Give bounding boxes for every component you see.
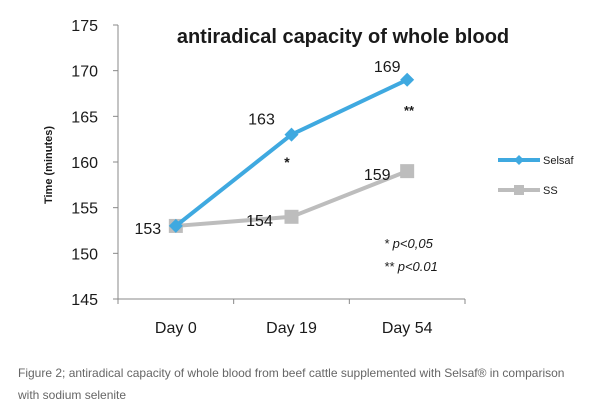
data-point-ss [400,164,415,179]
y-tick-label: 175 [71,18,98,35]
y-axis-label: Time (minutes) [43,126,55,204]
x-tick-label: Day 0 [155,320,197,337]
significance-marker-day54: ** [404,103,415,118]
significance-marker-day19: * [284,154,290,170]
chart-container: antiradical capacity of whole blood Time… [43,18,575,337]
significance-note-p005: * p<0,05 [384,236,434,251]
legend-marker [514,185,524,195]
x-tick-label: Day 54 [382,320,433,337]
y-tick-label: 170 [71,64,98,81]
data-label-ss: 154 [246,213,273,230]
data-label-selsaf: 163 [248,112,275,129]
data-label-selsaf: 169 [374,59,401,76]
line-chart: antiradical capacity of whole blood Time… [43,18,575,337]
x-tick-label: Day 19 [266,320,317,337]
data-point-selsaf [168,218,183,233]
legend: Selsaf SS [498,155,575,197]
series-line-selsaf [174,77,409,228]
y-tick-label: 160 [71,155,98,172]
significance-note-p001: ** p<0.01 [384,259,438,274]
y-tick-label: 150 [71,246,98,263]
y-tick-label: 145 [71,292,98,309]
data-label-selsaf: 153 [134,221,161,238]
data-point-selsaf [284,127,299,142]
data-label-ss: 159 [364,167,391,184]
data-point-ss [284,209,299,224]
y-tick-label: 165 [71,109,98,126]
chart-title: antiradical capacity of whole blood [177,26,509,48]
y-tick-label: 155 [71,201,98,218]
data-point-selsaf [400,72,415,87]
legend-label: Selsaf [543,155,575,167]
caption-line-1: Figure 2; antiradical capacity of whole … [18,366,565,380]
caption-line-2: with sodium selenite [18,388,127,402]
legend-marker [514,155,524,165]
figure-caption: Figure 2; antiradical capacity of whole … [18,362,583,406]
legend-label: SS [543,185,558,197]
